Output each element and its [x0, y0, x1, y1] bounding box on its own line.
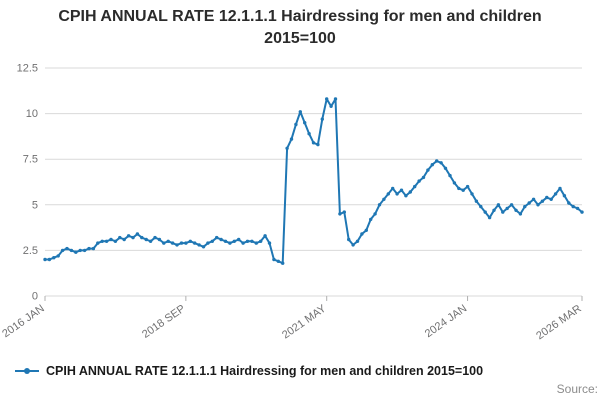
- svg-text:10: 10: [26, 108, 38, 120]
- svg-text:2016 JAN: 2016 JAN: [0, 303, 47, 341]
- legend: CPIH ANNUAL RATE 12.1.1.1 Hairdressing f…: [14, 364, 483, 378]
- svg-text:2024 JAN: 2024 JAN: [423, 303, 470, 341]
- svg-text:12.5: 12.5: [17, 63, 38, 75]
- legend-label: CPIH ANNUAL RATE 12.1.1.1 Hairdressing f…: [46, 364, 484, 378]
- svg-text:5: 5: [32, 199, 38, 211]
- svg-text:7.5: 7.5: [23, 154, 38, 166]
- svg-text:2026 MAR: 2026 MAR: [534, 303, 584, 343]
- svg-text:2021 MAY: 2021 MAY: [280, 302, 329, 341]
- source-label: Source:: [556, 382, 598, 396]
- chart-canvas: 0 2.5 5 7.5 10 12.5 2016 JAN 2018 SEP 2021 MAY 20…: [0, 63, 584, 343]
- legend-line-marker-icon: [15, 368, 39, 374]
- svg-text:2.5: 2.5: [23, 245, 38, 257]
- svg-text:2018 SEP: 2018 SEP: [140, 303, 187, 341]
- svg-text:0: 0: [32, 291, 38, 303]
- chart-title: CPIH ANNUAL RATE 12.1.1.1 Hairdressing f…: [58, 8, 542, 47]
